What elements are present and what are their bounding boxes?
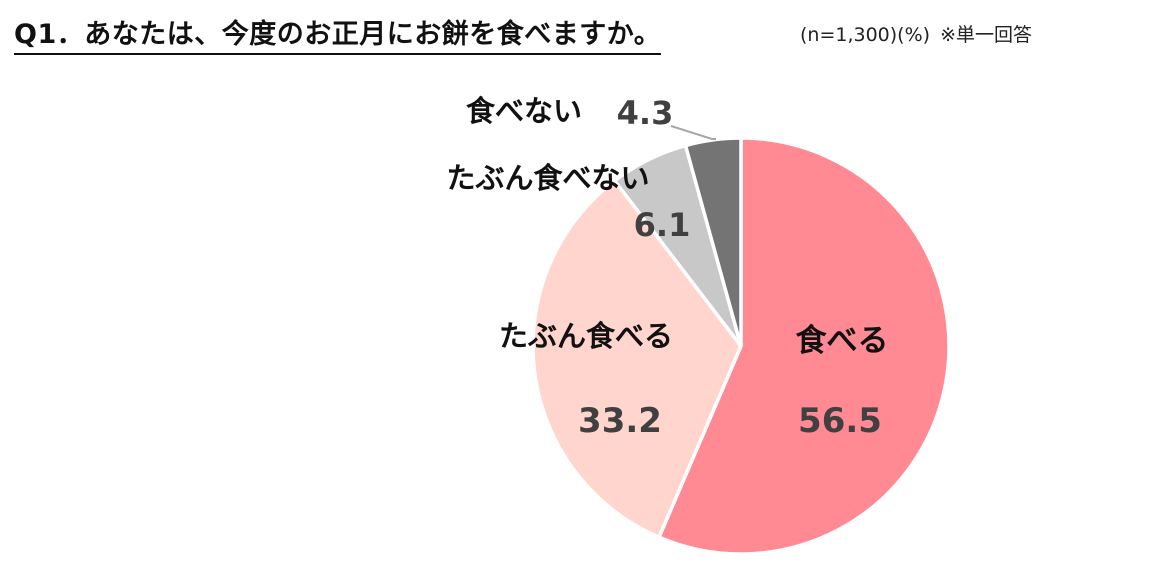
answer-type-note: ※単一回答 (940, 24, 1032, 46)
slice-value-tabun-taberu: 33.2 (578, 401, 662, 441)
slice-label-tabun-taberu: たぶん食べる (499, 319, 673, 353)
chart-title: Q1．あなたは、今度のお正月にお餅を食べますか。 (14, 12, 662, 55)
pie-slice-tabun-taberu (531, 179, 743, 539)
pie-slice-taberu (657, 136, 951, 556)
slice-label-tabun-tabenai: たぶん食べない (446, 161, 649, 195)
leader-line-tabenai (670, 125, 716, 140)
chart-note: (n=1,300)(%) ※単一回答 (800, 20, 1032, 47)
sample-size-note: (n=1,300)(%) (800, 24, 931, 46)
slice-value-taberu: 56.5 (798, 401, 882, 441)
chart-header: Q1．あなたは、今度のお正月にお餅を食べますか。 (n=1,300)(%) ※単一… (14, 8, 1144, 55)
slice-label-tabenai: 食べない (466, 94, 582, 128)
slice-value-tabun-tabenai: 6.1 (634, 206, 691, 244)
slice-value-tabenai: 4.3 (617, 94, 674, 132)
slice-label-taberu: 食べる (796, 323, 889, 359)
